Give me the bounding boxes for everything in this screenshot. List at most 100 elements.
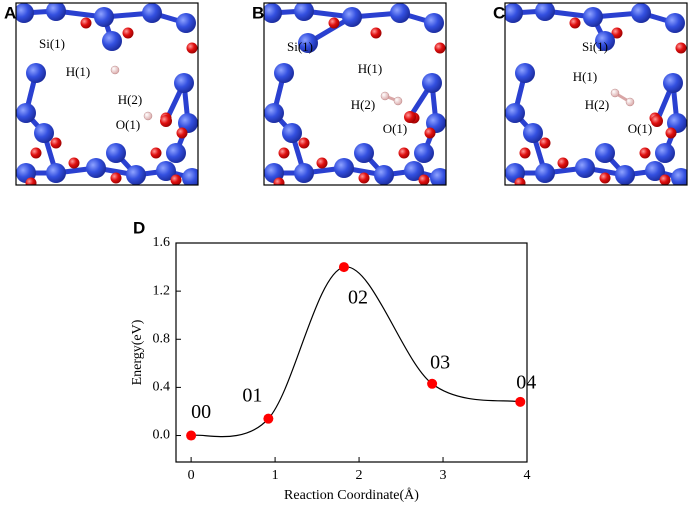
- o-atom: [519, 147, 531, 159]
- h-atom: [143, 111, 153, 121]
- si-atom: [575, 158, 595, 178]
- panel-label: B: [252, 3, 264, 22]
- data-point: [338, 262, 349, 273]
- o-atom: [370, 27, 382, 39]
- h-atom: [610, 88, 620, 98]
- y-axis-label: Energy(eV): [130, 319, 145, 385]
- panel-label: C: [493, 3, 505, 22]
- o-atom: [30, 147, 42, 159]
- si-atom: [422, 73, 442, 93]
- si-atom: [166, 143, 186, 163]
- si-atom: [354, 143, 374, 163]
- o-atom: [599, 172, 611, 184]
- si-atom: [102, 31, 122, 51]
- structure-panel: Si(1)H(1)H(2)O(1): [504, 2, 688, 186]
- panel-frame: [504, 2, 688, 186]
- si-atom: [655, 143, 675, 163]
- o-atom: [50, 137, 62, 149]
- si-atom: [615, 165, 635, 185]
- o-atom: [122, 27, 134, 39]
- o-atom: [514, 177, 526, 185]
- atom-label: H(2): [585, 97, 610, 112]
- o-atom: [278, 147, 290, 159]
- o-atom: [611, 27, 623, 39]
- si-atom: [515, 63, 535, 83]
- o-atom: [150, 147, 162, 159]
- structure-panel: Si(1)H(1)H(2)O(1): [263, 2, 447, 186]
- o-atom: [569, 17, 581, 29]
- data-point: [186, 430, 197, 441]
- point-label: 02: [348, 287, 368, 309]
- plot-frame: [175, 242, 528, 463]
- h-atom: [625, 97, 635, 107]
- o-atom: [659, 174, 671, 185]
- o-atom: [404, 111, 416, 123]
- h-atom: [110, 65, 120, 75]
- atom-label: O(1): [116, 117, 141, 132]
- si-atom: [156, 161, 176, 181]
- o-atom: [398, 147, 410, 159]
- o-atom: [557, 157, 569, 169]
- si-atom: [334, 158, 354, 178]
- y-tick-label: 1.6: [153, 235, 171, 250]
- si-atom: [404, 161, 424, 181]
- si-atom: [274, 63, 294, 83]
- si-atom: [294, 163, 314, 183]
- o-atom: [418, 174, 430, 185]
- si-atom: [424, 13, 444, 33]
- o-atom: [80, 17, 92, 29]
- si-atom: [583, 7, 603, 27]
- si-atom: [374, 165, 394, 185]
- o-atom: [176, 127, 188, 139]
- atom-label: H(1): [573, 69, 598, 84]
- atom-label: O(1): [383, 121, 408, 136]
- point-label: 04: [516, 371, 536, 393]
- si-atom: [414, 143, 434, 163]
- x-tick-label: 3: [440, 468, 447, 483]
- atom-label: H(1): [358, 61, 383, 76]
- si-atom: [430, 168, 446, 185]
- si-atom: [665, 13, 685, 33]
- si-atom: [46, 163, 66, 183]
- atom-label: H(2): [351, 97, 376, 112]
- structure-panel: Si(1)H(1) H(2) O(1): [15, 2, 199, 186]
- si-atom: [663, 73, 683, 93]
- o-atom: [651, 115, 663, 127]
- si-atom: [645, 161, 665, 181]
- o-atom: [316, 157, 328, 169]
- panel-frame: [263, 2, 447, 186]
- atom-label: H(2): [118, 92, 143, 107]
- atom-label: Si(1): [39, 36, 65, 51]
- o-atom: [328, 17, 340, 29]
- y-tick-label: 0.0: [153, 428, 171, 443]
- o-atom: [273, 177, 285, 185]
- si-atom: [174, 73, 194, 93]
- si-atom: [142, 3, 162, 23]
- o-atom: [110, 172, 122, 184]
- si-atom: [106, 143, 126, 163]
- si-atom: [16, 3, 34, 23]
- x-tick-label: 4: [524, 468, 531, 483]
- o-atom: [298, 137, 310, 149]
- o-atom: [160, 115, 172, 127]
- o-atom: [675, 42, 687, 54]
- si-atom: [595, 143, 615, 163]
- si-atom: [505, 103, 525, 123]
- si-atom: [282, 123, 302, 143]
- atoms: [505, 3, 687, 185]
- o-atom: [424, 127, 436, 139]
- atom-label: H(1): [66, 64, 91, 79]
- si-atom: [264, 3, 282, 23]
- si-atom: [505, 3, 523, 23]
- point-label: 01: [242, 384, 262, 406]
- si-atom: [595, 31, 615, 51]
- o-atom: [665, 127, 677, 139]
- si-atom: [390, 3, 410, 23]
- si-atom: [535, 163, 555, 183]
- si-atom: [631, 3, 651, 23]
- data-point: [427, 378, 438, 389]
- si-atom: [126, 165, 146, 185]
- si-atom: [94, 7, 114, 27]
- si-atom: [176, 13, 196, 33]
